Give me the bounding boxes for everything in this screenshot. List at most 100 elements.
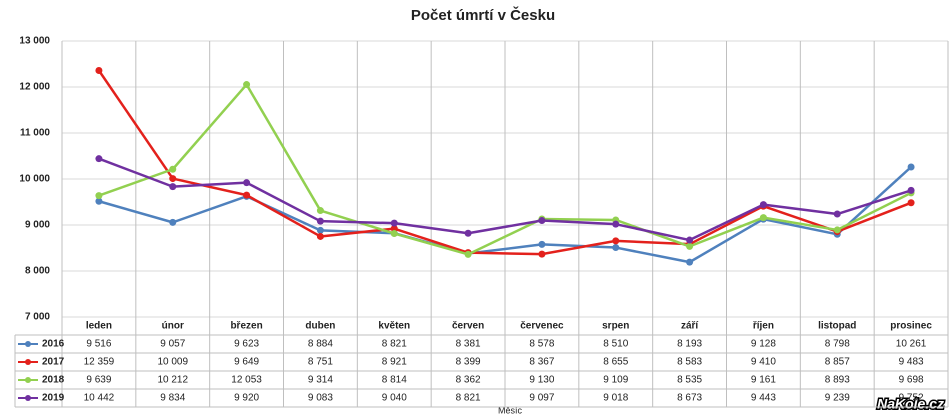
data-point bbox=[612, 244, 620, 252]
y-tick-label: 8 000 bbox=[25, 266, 50, 277]
table-value: 8 751 bbox=[308, 357, 333, 368]
data-point bbox=[464, 229, 472, 237]
table-value: 9 161 bbox=[751, 375, 776, 386]
data-point bbox=[169, 165, 177, 173]
table-value: 8 921 bbox=[382, 357, 407, 368]
table-value: 9 018 bbox=[603, 393, 628, 404]
data-point bbox=[169, 218, 177, 226]
data-point bbox=[759, 201, 767, 209]
series-line bbox=[97, 69, 912, 256]
table-value: 8 399 bbox=[456, 357, 481, 368]
series-line bbox=[98, 166, 912, 264]
table-value: 8 655 bbox=[603, 357, 628, 368]
data-point bbox=[612, 237, 620, 245]
legend-label: 2018 bbox=[42, 375, 65, 386]
table-value: 9 649 bbox=[234, 357, 259, 368]
data-point bbox=[169, 183, 177, 191]
x-axis-title: Měsíc bbox=[498, 405, 523, 415]
table-value: 9 410 bbox=[751, 357, 776, 368]
table-value: 8 798 bbox=[825, 339, 850, 350]
y-tick-label: 13 000 bbox=[19, 36, 50, 47]
table-value: 8 673 bbox=[677, 393, 702, 404]
table-value: 10 212 bbox=[157, 375, 188, 386]
table-value: 8 857 bbox=[825, 357, 850, 368]
y-tick-label: 11 000 bbox=[20, 128, 50, 139]
data-point bbox=[243, 191, 251, 199]
data-point bbox=[169, 175, 177, 183]
data-point bbox=[95, 192, 103, 200]
table-value: 9 057 bbox=[160, 339, 185, 350]
table-value: 8 821 bbox=[382, 339, 407, 350]
table-value: 9 920 bbox=[234, 393, 259, 404]
legend-swatch-marker bbox=[25, 341, 31, 347]
data-point bbox=[686, 242, 694, 250]
data-point bbox=[95, 155, 103, 163]
watermark: NaKole.cz bbox=[877, 396, 944, 412]
table-value: 8 814 bbox=[382, 375, 407, 386]
legend-swatch-marker bbox=[25, 377, 31, 383]
table-value: 8 583 bbox=[677, 357, 702, 368]
table-value: 8 821 bbox=[456, 393, 481, 404]
data-point bbox=[316, 207, 324, 215]
table-value: 8 193 bbox=[677, 339, 702, 350]
legend-label: 2017 bbox=[42, 357, 65, 368]
x-tick-label: srpen bbox=[602, 321, 629, 332]
chart-title: Počet úmrtí v Česku bbox=[411, 6, 555, 24]
table-value: 8 578 bbox=[529, 339, 554, 350]
table-value: 9 097 bbox=[529, 393, 554, 404]
x-tick-label: září bbox=[681, 321, 699, 332]
data-point bbox=[538, 217, 546, 225]
y-tick-label: 12 000 bbox=[19, 82, 50, 93]
table-value: 9 040 bbox=[382, 393, 407, 404]
table-value: 9 752 bbox=[899, 393, 924, 404]
legend-label: 2019 bbox=[42, 393, 65, 404]
table-value: 10 261 bbox=[896, 339, 927, 350]
table-value: 8 362 bbox=[456, 375, 481, 386]
table-value: 9 130 bbox=[529, 375, 554, 386]
data-point bbox=[243, 179, 251, 187]
x-tick-label: únor bbox=[162, 321, 184, 332]
table-value: 9 516 bbox=[86, 339, 111, 350]
table-value: 9 083 bbox=[308, 393, 333, 404]
x-tick-label: listopad bbox=[818, 321, 856, 332]
data-point bbox=[316, 226, 324, 234]
table-value: 9 623 bbox=[234, 339, 259, 350]
data-point bbox=[390, 225, 398, 233]
data-point bbox=[686, 236, 694, 244]
table-value: 9 483 bbox=[899, 357, 924, 368]
data-point bbox=[686, 258, 694, 266]
table-value: 12 053 bbox=[231, 375, 262, 386]
x-tick-label: duben bbox=[305, 321, 335, 332]
legend-swatch-marker bbox=[25, 359, 31, 365]
y-tick-label: 9 000 bbox=[25, 220, 50, 231]
y-tick-label: 7 000 bbox=[25, 312, 50, 323]
table-value: 9 698 bbox=[899, 375, 924, 386]
table-value: 9 834 bbox=[160, 393, 185, 404]
data-point bbox=[316, 217, 324, 225]
x-tick-label: březen bbox=[230, 321, 262, 332]
table-value: 8 381 bbox=[456, 339, 481, 350]
data-point bbox=[464, 250, 472, 258]
data-point bbox=[390, 230, 398, 238]
table-value: 8 884 bbox=[308, 339, 333, 350]
x-tick-label: červenec bbox=[520, 321, 564, 332]
data-point bbox=[538, 250, 546, 258]
data-point bbox=[833, 226, 841, 234]
x-tick-label: prosinec bbox=[890, 321, 932, 332]
data-point bbox=[390, 219, 398, 227]
table-value: 9 128 bbox=[751, 339, 776, 350]
table-value: 9 443 bbox=[751, 393, 776, 404]
x-tick-label: květen bbox=[378, 321, 410, 332]
data-point bbox=[538, 240, 546, 248]
table-value: 8 535 bbox=[677, 375, 702, 386]
table-value: 10 009 bbox=[157, 357, 188, 368]
data-point bbox=[833, 210, 841, 218]
legend-label: 2016 bbox=[42, 339, 65, 350]
series-line bbox=[98, 83, 912, 256]
series-line bbox=[98, 157, 912, 242]
table-value: 8 893 bbox=[825, 375, 850, 386]
x-tick-label: červen bbox=[452, 321, 484, 332]
data-point bbox=[907, 199, 915, 207]
table-value: 9 239 bbox=[825, 393, 850, 404]
